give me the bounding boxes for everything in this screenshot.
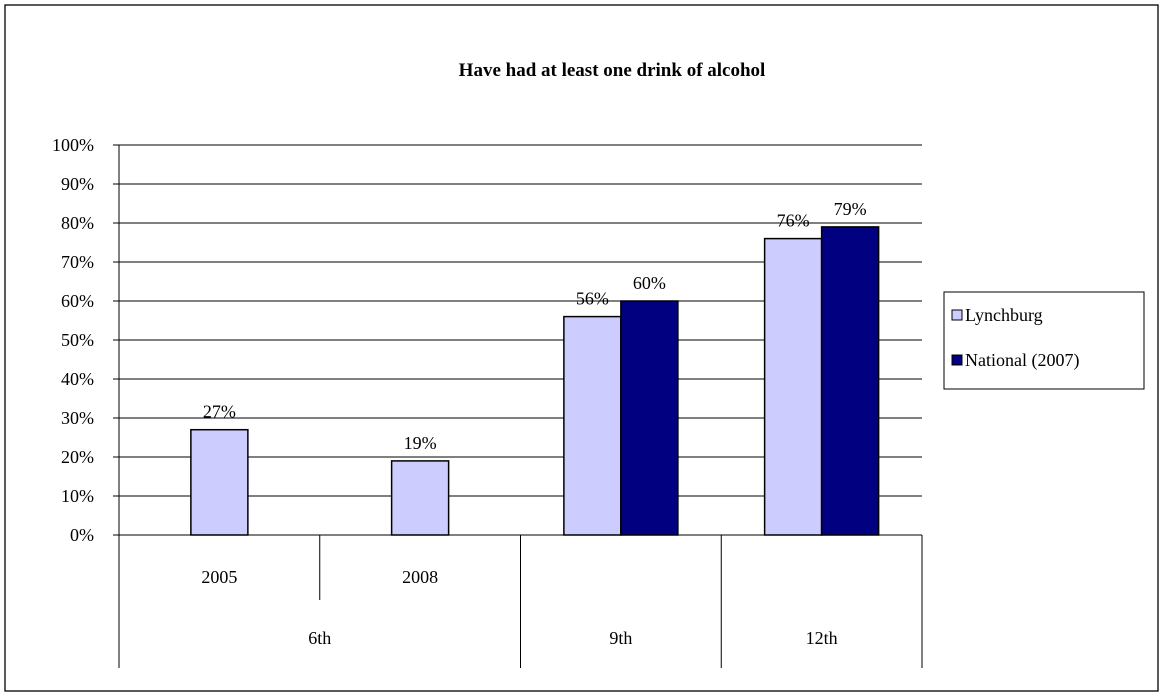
legend-label: Lynchburg <box>965 305 1043 325</box>
legend-label: National (2007) <box>965 350 1079 371</box>
y-tick-label: 100% <box>52 135 94 155</box>
data-label: 56% <box>576 289 609 309</box>
data-label: 19% <box>404 433 437 453</box>
chart-title: Have had at least one drink of alcohol <box>459 60 766 81</box>
bar-lynchburg-3 <box>763 237 823 536</box>
y-tick-label: 50% <box>61 330 94 350</box>
y-tick-label: 40% <box>61 369 94 389</box>
y-tick-label: 60% <box>61 291 94 311</box>
legend: Lynchburg National (2007) <box>943 291 1145 390</box>
y-tick-label: 80% <box>61 213 94 233</box>
x-group-label: 9th <box>609 628 632 648</box>
data-label: 60% <box>633 273 666 293</box>
y-tick-label: 0% <box>70 525 94 545</box>
legend-box <box>943 291 1145 390</box>
data-label: 27% <box>203 402 236 422</box>
data-label: 76% <box>777 211 810 231</box>
x-category-label: 2005 <box>201 567 237 587</box>
bar-national-2007--2 <box>620 300 679 536</box>
x-category-label: 2008 <box>402 567 438 587</box>
bar-lynchburg-2 <box>563 315 622 536</box>
bar-lynchburg-0 <box>190 428 249 536</box>
bar-lynchburg-1 <box>390 460 450 536</box>
x-group-label: 12th <box>806 628 838 648</box>
legend-swatch <box>951 309 963 321</box>
y-tick-label: 20% <box>61 447 94 467</box>
legend-swatch <box>951 354 963 366</box>
y-tick-label: 90% <box>61 174 94 194</box>
data-label: 79% <box>834 199 867 219</box>
y-tick-label: 10% <box>61 486 94 506</box>
y-tick-label: 30% <box>61 408 94 428</box>
y-tick-label: 70% <box>61 252 94 272</box>
bar-national-2007--3 <box>820 226 880 536</box>
x-group-label: 6th <box>308 628 331 648</box>
